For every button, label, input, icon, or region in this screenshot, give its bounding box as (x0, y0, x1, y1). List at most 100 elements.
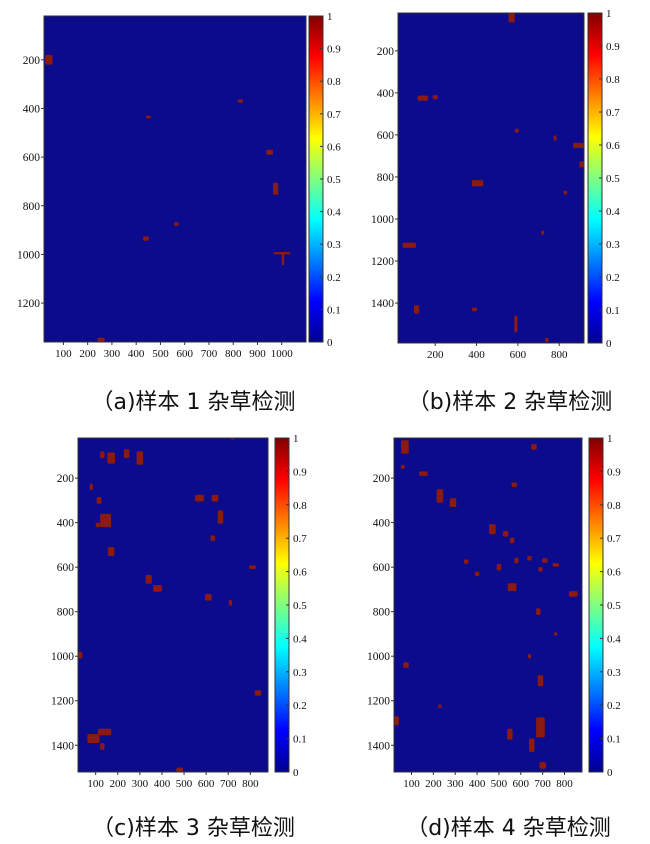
x-tick-label: 600 (176, 348, 193, 360)
y-tick-label: 1000 (17, 249, 40, 261)
colorbar-tick-label: 0.4 (607, 633, 621, 645)
weed-patch (527, 654, 532, 659)
panel-caption: （c)样本 3 杂草检测 (92, 816, 295, 841)
colorbar-tick-label: 0.6 (606, 140, 620, 152)
x-tick-label: 400 (154, 778, 171, 790)
x-tick-label: 700 (220, 778, 237, 790)
y-tick-label: 1400 (371, 298, 394, 310)
colorbar-tick-label: 1 (606, 8, 612, 20)
x-tick-label: 300 (132, 778, 149, 790)
x-tick-label: 400 (469, 778, 486, 790)
y-tick-label: 600 (23, 152, 41, 164)
colorbar-tick-label: 1 (327, 11, 333, 23)
weed-patch (145, 115, 151, 119)
weed-patch (563, 190, 568, 195)
weed-patch (78, 651, 83, 659)
weed-patch (136, 451, 144, 465)
weed-patch (402, 242, 416, 248)
weed-patch (464, 559, 469, 564)
y-tick-label: 600 (377, 130, 395, 142)
y-tick-label: 1400 (367, 740, 390, 752)
weed-patch (509, 537, 515, 544)
weed-patch (400, 464, 405, 469)
colorbar-tick-label: 0.5 (606, 173, 620, 185)
weed-patch (529, 738, 535, 752)
plot-frame (43, 15, 307, 343)
weed-patch (143, 236, 149, 241)
colorbar-tick-label: 1 (607, 433, 613, 445)
weed-patch (228, 600, 233, 606)
y-tick-label: 1200 (51, 696, 74, 708)
y-tick-label: 800 (377, 172, 395, 184)
weed-patch (217, 510, 224, 524)
panel-2: 100 200 300 400 500 600 700 800 200 400 600 800 1000… (51, 433, 307, 841)
weed-patch (394, 716, 399, 726)
weed-patch (107, 452, 115, 464)
colorbar-tick-label: 0.1 (607, 734, 621, 746)
weed-patch (266, 149, 273, 155)
x-tick-label: 1000 (271, 348, 294, 360)
y-tick-label: 400 (377, 88, 395, 100)
heatmap-background (394, 438, 582, 772)
weed-patch (507, 583, 517, 592)
y-tick-label: 400 (373, 518, 391, 530)
colorbar-tick-label: 0.5 (327, 174, 341, 186)
weed-patch (527, 556, 532, 561)
weed-patch (542, 558, 548, 563)
weed-patch (507, 728, 513, 740)
weed-patch (531, 444, 537, 450)
x-tick-label: 100 (55, 348, 72, 360)
y-tick-label: 800 (23, 201, 41, 213)
y-tick-label: 1200 (17, 298, 40, 310)
weed-patch (89, 483, 93, 491)
panel-caption: （d)样本 4 杂草检测 (406, 816, 611, 841)
colorbar-tick-label: 0.7 (606, 107, 620, 119)
weed-patch (95, 522, 101, 528)
colorbar-tick-label: 0.4 (293, 633, 307, 645)
colorbar-tick-label: 0.3 (607, 667, 621, 679)
colorbar-tick-label: 0.8 (607, 500, 621, 512)
weed-patch (414, 305, 420, 314)
colorbar-tick-label: 0.8 (327, 76, 341, 88)
weed-patch (107, 547, 115, 556)
colorbar-tick-label: 0.3 (327, 239, 341, 251)
weed-patch (536, 608, 541, 615)
weed-patch (471, 307, 478, 312)
x-tick-label: 200 (110, 778, 127, 790)
weed-patch (432, 95, 438, 100)
x-tick-label: 400 (128, 348, 145, 360)
weed-patch (176, 767, 183, 772)
weed-patch (97, 728, 112, 736)
heatmap-background (78, 438, 268, 772)
y-tick-label: 200 (23, 55, 41, 67)
weed-patch (96, 497, 102, 504)
weed-patch (401, 440, 409, 454)
y-tick-label: 800 (373, 607, 391, 619)
weed-patch (544, 337, 549, 342)
colorbar-tick-label: 0.8 (293, 500, 307, 512)
x-tick-label: 600 (510, 349, 527, 361)
x-tick-label: 100 (87, 778, 104, 790)
weed-patch (554, 632, 558, 636)
weed-patch (211, 494, 219, 502)
weed-patch (205, 593, 212, 601)
weed-patch (538, 567, 543, 572)
colorbar-tick-label: 0.1 (327, 304, 341, 316)
x-tick-label: 300 (104, 348, 121, 360)
y-tick-label: 600 (57, 562, 75, 574)
colorbar-tick-label: 0.1 (606, 305, 620, 317)
colorbar-tick-label: 0.5 (293, 600, 307, 612)
weed-patch (254, 690, 262, 696)
y-tick-label: 400 (57, 518, 75, 530)
colorbar-tick-label: 0 (607, 767, 613, 779)
y-tick-label: 400 (23, 103, 41, 115)
weed-patch (496, 563, 502, 571)
weed-patch (502, 531, 509, 537)
x-tick-label: 900 (249, 348, 266, 360)
weed-patch (514, 315, 518, 333)
y-tick-label: 200 (57, 473, 75, 485)
panel-3: 100 200 300 400 500 600 700 800 200 400 600 800 1000… (367, 433, 621, 841)
y-tick-label: 1000 (367, 651, 390, 663)
weed-patch (87, 734, 100, 743)
